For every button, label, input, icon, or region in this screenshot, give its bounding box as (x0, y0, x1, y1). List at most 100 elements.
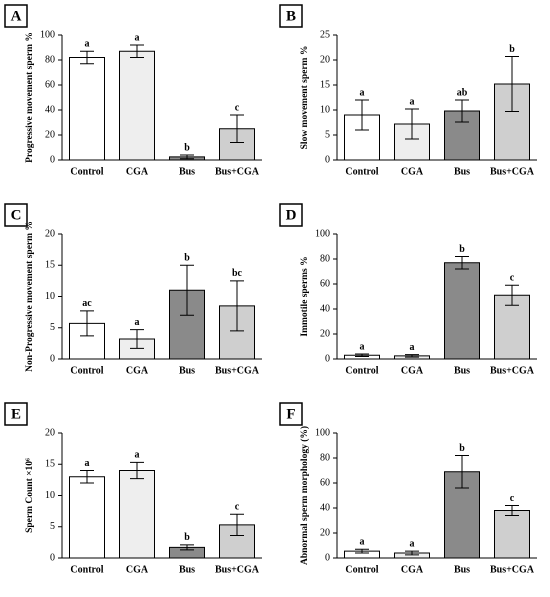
y-tick-label: 10 (45, 291, 55, 302)
y-tick-label: 100 (315, 228, 330, 239)
error-bar (355, 548, 369, 554)
error-bar (505, 284, 519, 306)
x-tick-label: CGA (401, 365, 424, 376)
significance-letter: b (184, 253, 190, 264)
y-tick-label: 15 (320, 79, 330, 90)
y-tick-label: 100 (315, 427, 330, 438)
y-tick-label: 60 (320, 477, 330, 488)
significance-letter: b (459, 443, 465, 454)
y-tick-label: 20 (45, 129, 55, 140)
error-bar (230, 280, 244, 332)
panel-label-box (279, 402, 303, 426)
y-tick-label: 40 (320, 303, 330, 314)
significance-letter: a (410, 96, 415, 107)
y-tick-label: 80 (320, 452, 330, 463)
panel-label: C (11, 207, 22, 223)
x-tick-label: Bus (454, 365, 470, 376)
y-tick-label: 40 (320, 502, 330, 513)
error-bar (455, 99, 469, 123)
y-tick-label: 80 (320, 253, 330, 264)
error-bar (505, 56, 519, 112)
error-bar (80, 310, 94, 337)
error-bar (130, 329, 144, 349)
x-tick-label: Control (70, 365, 103, 376)
y-tick-label: 5 (50, 521, 55, 532)
significance-letter: b (459, 244, 465, 255)
error-bar (80, 470, 94, 484)
x-tick-label: Control (345, 166, 378, 177)
x-tick-label: Bus (179, 166, 195, 177)
y-tick-label: 100 (40, 29, 55, 40)
y-tick-label: 0 (50, 552, 55, 563)
x-tick-label: Bus (454, 166, 470, 177)
significance-letter: a (360, 537, 365, 548)
panel-label: F (286, 406, 295, 422)
error-bar (180, 544, 194, 551)
bar (69, 476, 105, 559)
error-bar (80, 50, 94, 65)
panel-label: B (286, 8, 296, 24)
panel-label-box (4, 4, 28, 28)
significance-letter: a (85, 39, 90, 50)
x-tick-label: Bus+CGA (215, 564, 260, 575)
panel-label-box (4, 402, 28, 426)
y-axis-label: Non-Progressive movement sperm % (25, 221, 35, 372)
y-tick-label: 80 (45, 54, 55, 65)
significance-letter: bc (232, 268, 243, 279)
error-bar (355, 99, 369, 131)
error-bar (230, 114, 244, 143)
y-tick-label: 0 (325, 552, 330, 563)
error-bar (405, 550, 419, 556)
significance-letter: c (235, 502, 240, 513)
error-bar (505, 505, 519, 516)
x-tick-label: Bus+CGA (490, 166, 535, 177)
y-tick-label: 0 (50, 353, 55, 364)
significance-letter: b (184, 142, 190, 153)
x-tick-label: Bus (454, 564, 470, 575)
panel-label-box (279, 203, 303, 227)
y-tick-label: 40 (45, 104, 55, 115)
significance-letter: c (510, 273, 515, 284)
x-tick-label: Bus+CGA (215, 166, 260, 177)
bar (119, 470, 155, 559)
significance-letter: a (135, 450, 140, 461)
significance-letter: b (509, 44, 515, 55)
x-tick-label: Bus (179, 564, 195, 575)
panel-label-box (4, 203, 28, 227)
y-tick-label: 0 (50, 154, 55, 165)
y-axis-label: Sperm Count ×10⁶ (25, 458, 35, 533)
y-tick-label: 15 (45, 459, 55, 470)
y-axis-label: Slow movement sperm % (300, 46, 310, 150)
y-tick-label: 60 (45, 79, 55, 90)
significance-letter: a (410, 342, 415, 353)
y-tick-label: 20 (45, 427, 55, 438)
y-tick-label: 0 (325, 154, 330, 165)
bar (69, 57, 105, 161)
y-tick-label: 25 (320, 29, 330, 40)
significance-letter: c (510, 493, 515, 504)
x-tick-label: Control (70, 166, 103, 177)
significance-letter: a (360, 341, 365, 352)
y-tick-label: 10 (320, 104, 330, 115)
error-bar (405, 108, 419, 140)
x-tick-label: Bus+CGA (215, 365, 260, 376)
bar (494, 294, 530, 360)
panel-label: D (286, 207, 297, 223)
y-tick-label: 5 (325, 129, 330, 140)
significance-letter: a (135, 317, 140, 328)
y-tick-label: 5 (50, 322, 55, 333)
error-bar (355, 353, 369, 357)
x-tick-label: CGA (126, 365, 149, 376)
x-tick-label: Control (70, 564, 103, 575)
significance-letter: ac (82, 298, 92, 309)
x-tick-label: CGA (401, 166, 424, 177)
significance-letter: c (235, 102, 240, 113)
significance-letter: a (135, 32, 140, 43)
bar (444, 262, 480, 360)
significance-letter: ab (457, 87, 468, 98)
x-tick-label: Bus (179, 365, 195, 376)
panel-label: E (11, 406, 21, 422)
y-tick-label: 15 (45, 260, 55, 271)
y-axis-label: Immotile sperms % (300, 256, 310, 336)
